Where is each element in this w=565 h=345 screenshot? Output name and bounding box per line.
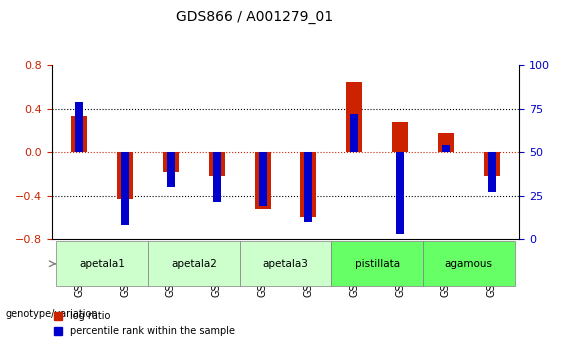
- Bar: [213, 152, 221, 203]
- Bar: [163, 152, 179, 172]
- Bar: [71, 116, 88, 152]
- Text: pistillata: pistillata: [355, 259, 400, 269]
- Text: apetala3: apetala3: [263, 259, 308, 269]
- Bar: [488, 152, 496, 192]
- Bar: [392, 122, 408, 152]
- Text: genotype/variation: genotype/variation: [6, 309, 98, 319]
- Bar: [75, 102, 84, 152]
- Text: apetala1: apetala1: [79, 259, 125, 269]
- Bar: [305, 152, 312, 221]
- FancyBboxPatch shape: [240, 241, 332, 286]
- FancyBboxPatch shape: [332, 241, 423, 286]
- Bar: [255, 152, 271, 209]
- Bar: [484, 152, 500, 176]
- Bar: [442, 145, 450, 152]
- Bar: [438, 132, 454, 152]
- Bar: [167, 152, 175, 187]
- Bar: [117, 152, 133, 199]
- Bar: [209, 152, 225, 176]
- FancyBboxPatch shape: [148, 241, 240, 286]
- Bar: [350, 114, 358, 152]
- Text: GDS866 / A001279_01: GDS866 / A001279_01: [176, 10, 333, 24]
- FancyBboxPatch shape: [56, 241, 148, 286]
- Bar: [259, 152, 267, 206]
- FancyBboxPatch shape: [423, 241, 515, 286]
- Bar: [396, 152, 404, 234]
- Bar: [121, 152, 129, 225]
- Bar: [346, 81, 362, 152]
- Bar: [301, 152, 316, 217]
- Legend: log ratio, percentile rank within the sample: log ratio, percentile rank within the sa…: [50, 307, 238, 340]
- Text: apetala2: apetala2: [171, 259, 217, 269]
- Text: agamous: agamous: [445, 259, 493, 269]
